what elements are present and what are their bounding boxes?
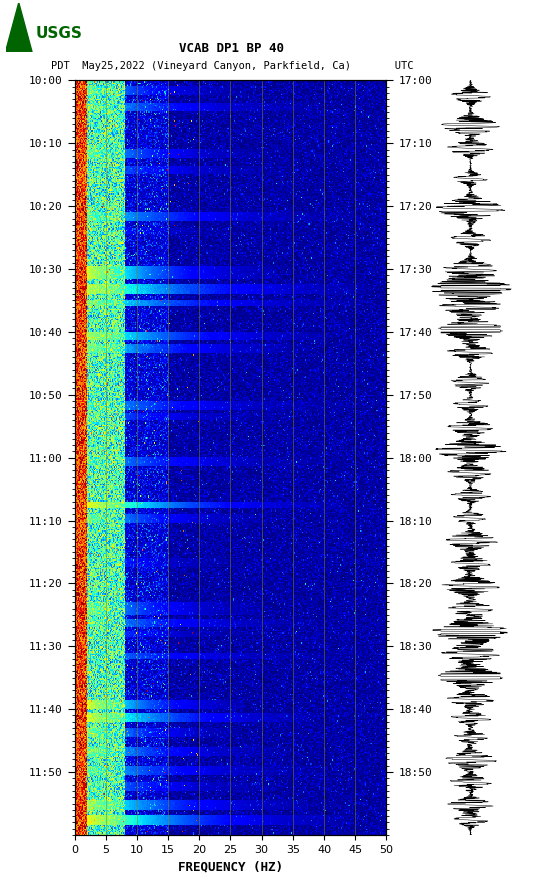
Text: VCAB DP1 BP 40: VCAB DP1 BP 40 [179,42,284,55]
Polygon shape [6,3,32,52]
Text: PDT  May25,2022 (Vineyard Canyon, Parkfield, Ca)       UTC: PDT May25,2022 (Vineyard Canyon, Parkfie… [51,61,413,71]
Text: USGS: USGS [35,26,82,41]
X-axis label: FREQUENCY (HZ): FREQUENCY (HZ) [178,860,283,873]
